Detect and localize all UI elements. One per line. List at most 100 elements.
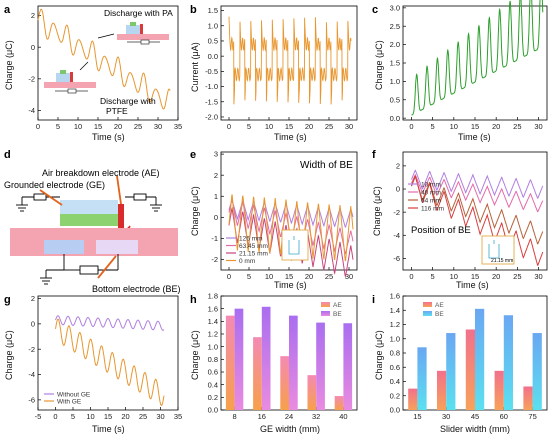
y-tick-label: 3	[214, 150, 218, 159]
y-axis-label: Charge (μC)	[4, 40, 14, 90]
y-tick-label: -2	[211, 255, 218, 264]
bar-be	[261, 306, 271, 410]
x-tick-label: 5	[71, 412, 75, 421]
x-tick-label: 8	[233, 412, 237, 421]
x-tick-label: 0	[227, 272, 231, 281]
x-tick-label: 20	[305, 272, 313, 281]
schematic-ptfe	[44, 70, 96, 94]
y-tick-label: 0.0	[390, 406, 400, 415]
axes: 0.0 0.5 1.0 1.5 2.0 2.5 3.0 0 5 10 15 20 25 30	[390, 3, 543, 131]
y-axis-label: Current (μA)	[190, 42, 200, 92]
y-tick-label: -2.0	[205, 113, 218, 122]
slider	[126, 25, 140, 34]
panel-letter: h	[190, 294, 197, 306]
x-tick-label: 45	[471, 412, 479, 421]
x-tick-label: 16	[258, 412, 266, 421]
legend-label: 40 mm	[421, 189, 441, 196]
legend-label: Without GE	[57, 391, 91, 398]
legend-swatch	[321, 302, 330, 307]
inset-box	[281, 229, 309, 261]
x-tick-label: 20	[121, 412, 129, 421]
series-group	[411, 169, 544, 267]
x-tick-label: 0	[53, 412, 57, 421]
x-tick-label: 25	[139, 412, 147, 421]
plot-frame	[37, 5, 179, 121]
ae-electrode	[118, 204, 124, 228]
x-tick-label: 30	[534, 272, 542, 281]
y-tick-label: -4	[28, 106, 35, 115]
x-tick-label: 15	[285, 272, 293, 281]
x-axis-label: Time (s)	[456, 280, 489, 290]
y-tick-label: -1	[211, 234, 218, 243]
y-tick-label: -2	[28, 345, 35, 354]
x-tick-label: 25	[325, 122, 333, 131]
x-tick-label: 25	[325, 272, 333, 281]
x-tick-label: 24	[285, 412, 293, 421]
legend-label: With GE	[57, 398, 82, 405]
substrate	[10, 228, 178, 256]
load-circuit	[40, 254, 119, 285]
y-tick-label: 0.2	[208, 393, 218, 402]
bar-ae	[436, 370, 447, 410]
y-tick-label: 0	[214, 213, 218, 222]
slider-block	[60, 200, 118, 214]
y-tick-label: -6	[28, 395, 35, 404]
inset-box	[481, 235, 515, 265]
y-tick-label: 1.6	[390, 292, 400, 301]
bar-ae	[253, 337, 262, 410]
panel-letter: g	[4, 294, 11, 306]
y-tick-label: 2.0	[390, 40, 400, 49]
x-tick-label: 10	[450, 272, 458, 281]
legend-swatch	[321, 311, 330, 316]
panel-d: d Air breakdown electrode (AE) Grounded …	[4, 149, 181, 294]
bottom-electrode-2	[96, 240, 138, 254]
x-tick-label: 15	[285, 122, 293, 131]
bar-group	[225, 306, 353, 410]
electrode	[70, 72, 73, 82]
panel-i: i 0.00.20.40.60.81.01.21.41.615 30 45 60 75 …	[372, 292, 548, 434]
series-line-2	[411, 176, 544, 245]
x-tick-label: 20	[492, 272, 500, 281]
y-tick-label: 1	[214, 192, 218, 201]
y-tick-label: 1.4	[390, 306, 400, 315]
x-tick-label: 0	[409, 122, 413, 131]
bar-group	[408, 308, 542, 410]
tribo-film	[60, 214, 118, 226]
x-tick-label: 30	[345, 122, 353, 131]
x-tick-label: 0	[227, 122, 231, 131]
arrow-line	[79, 61, 89, 71]
y-tick-label: 1.2	[390, 320, 400, 329]
bar-be	[289, 315, 298, 410]
inset-circuit	[488, 240, 500, 259]
y-tick-label: 1.5	[390, 59, 400, 68]
y-tick-label: 0.4	[208, 380, 218, 389]
bar-be	[446, 333, 456, 410]
x-axis-label: Time (s)	[92, 424, 125, 434]
annotation-pa: Discharge with PA	[104, 8, 173, 18]
legend-label: 126 mm	[239, 235, 262, 242]
legend-label: AE	[333, 302, 342, 309]
annotation-ptfe-line1: Discharge with	[100, 96, 156, 106]
legend-label: BE	[333, 311, 342, 318]
y-tick-label: 0.5	[390, 95, 400, 104]
inset-label: 21.15 mm	[491, 258, 513, 264]
current-series	[228, 16, 352, 105]
x-tick-label: 0	[409, 272, 413, 281]
x-tick-label: -5	[35, 412, 42, 421]
y-tick-label: -1.0	[205, 82, 218, 91]
x-axis-label: Time (s)	[92, 132, 125, 142]
y-tick-label: 0.6	[390, 363, 400, 372]
x-axis-label: Slider width (mm)	[440, 424, 510, 434]
series-line-0	[228, 198, 354, 228]
x-tick-label: 15	[94, 122, 102, 131]
substrate	[117, 34, 169, 40]
y-tick-label: -4	[28, 370, 35, 379]
legend-label: 116 mm	[421, 205, 444, 212]
x-tick-label: 25	[134, 122, 142, 131]
